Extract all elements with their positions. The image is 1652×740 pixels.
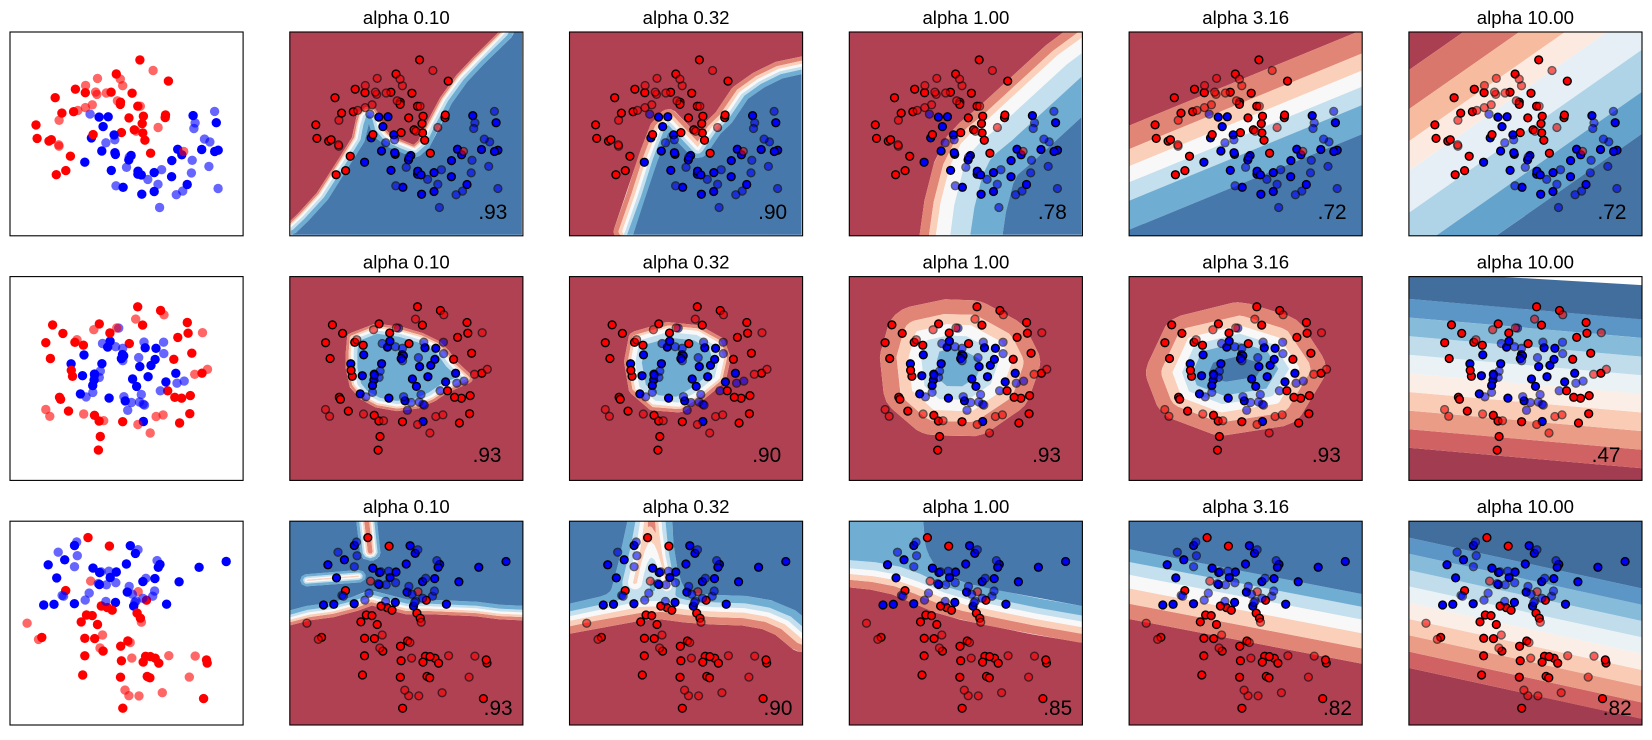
svg-text:.93: .93 xyxy=(1032,444,1061,467)
svg-text:alpha 0.32: alpha 0.32 xyxy=(643,7,730,28)
svg-text:alpha 3.16: alpha 3.16 xyxy=(1202,496,1289,517)
svg-text:alpha 10.00: alpha 10.00 xyxy=(1477,7,1574,28)
svg-text:.82: .82 xyxy=(1323,697,1352,720)
svg-text:.90: .90 xyxy=(758,201,787,224)
svg-text:.93: .93 xyxy=(484,697,513,720)
svg-text:alpha 3.16: alpha 3.16 xyxy=(1202,7,1289,28)
svg-text:alpha 0.10: alpha 0.10 xyxy=(363,252,450,273)
svg-text:.72: .72 xyxy=(1318,201,1347,224)
svg-text:.82: .82 xyxy=(1603,697,1632,720)
svg-text:alpha 3.16: alpha 3.16 xyxy=(1202,252,1289,273)
svg-text:.93: .93 xyxy=(478,201,507,224)
svg-text:alpha 1.00: alpha 1.00 xyxy=(922,496,1009,517)
svg-text:alpha 10.00: alpha 10.00 xyxy=(1477,496,1574,517)
svg-text:alpha 0.32: alpha 0.32 xyxy=(643,496,730,517)
svg-text:.78: .78 xyxy=(1038,201,1067,224)
svg-text:alpha 0.10: alpha 0.10 xyxy=(363,7,450,28)
svg-text:alpha 0.32: alpha 0.32 xyxy=(643,252,730,273)
svg-text:alpha 1.00: alpha 1.00 xyxy=(922,7,1009,28)
svg-text:.85: .85 xyxy=(1043,697,1072,720)
svg-text:.72: .72 xyxy=(1597,201,1626,224)
svg-text:.47: .47 xyxy=(1592,444,1621,467)
svg-text:alpha 0.10: alpha 0.10 xyxy=(363,496,450,517)
svg-text:alpha 10.00: alpha 10.00 xyxy=(1477,252,1574,273)
svg-text:alpha 1.00: alpha 1.00 xyxy=(922,252,1009,273)
svg-text:.93: .93 xyxy=(1312,444,1341,467)
svg-text:.90: .90 xyxy=(763,697,792,720)
svg-text:.93: .93 xyxy=(473,444,502,467)
svg-text:.90: .90 xyxy=(752,444,781,467)
